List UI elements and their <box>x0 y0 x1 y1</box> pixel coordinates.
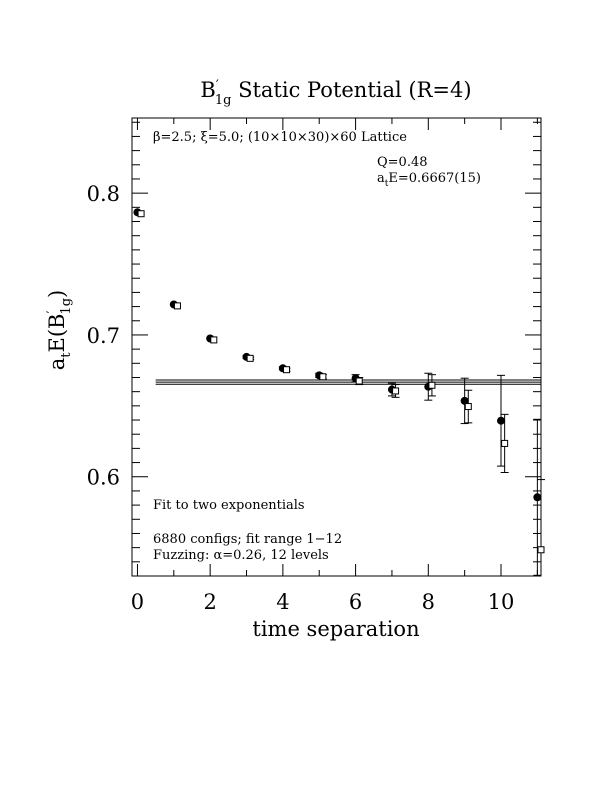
data-point <box>173 302 181 310</box>
data-point <box>283 366 291 374</box>
plot-frame <box>131 117 542 577</box>
data-point <box>210 336 218 344</box>
x-tick-label: 2 <box>203 590 216 614</box>
data-point <box>464 403 472 411</box>
data-point <box>319 373 327 381</box>
tick-labels: 0 2 4 6 8 10 0.6 0.7 0.8 <box>87 182 515 614</box>
y-tick-label: 0.8 <box>87 182 120 206</box>
x-tick-label: 6 <box>349 590 362 614</box>
lattice-annotation: β=2.5; ξ=5.0; (10×10×30)×60 Lattice <box>153 130 407 145</box>
fit-annotation: Fit to two exponentials <box>153 498 305 513</box>
y-tick-label: 0.6 <box>87 466 120 490</box>
fit-band <box>155 379 541 385</box>
series-filled-circles <box>133 208 542 576</box>
q-annotation: Q=0.48 <box>377 155 428 170</box>
data-point <box>501 439 509 447</box>
data-point <box>355 377 363 385</box>
series-open-squares <box>137 210 545 576</box>
x-tick-label: 0 <box>131 590 144 614</box>
x-tick-label: 4 <box>276 590 289 614</box>
axis-ticks <box>132 118 541 576</box>
energy-annotation: atE=0.6667(15) <box>377 171 481 189</box>
x-tick-label: 8 <box>422 590 435 614</box>
svg-text:atE(B′1g): atE(B′1g) <box>45 290 74 370</box>
data-point <box>246 354 254 362</box>
x-axis-label: time separation <box>252 617 419 641</box>
configs-annotation: 6880 configs; fit range 1−12 <box>153 532 342 547</box>
data-point <box>428 381 436 389</box>
y-axis-label: atE(B′1g) <box>45 290 74 370</box>
data-point <box>537 546 545 554</box>
y-tick-label: 0.7 <box>87 324 120 348</box>
x-tick-label: 10 <box>488 590 515 614</box>
chart-title: B′ 1g Static Potential (R=4) <box>200 78 471 108</box>
data-point <box>533 493 542 502</box>
data-point <box>497 416 506 425</box>
data-point <box>137 210 145 218</box>
fuzzing-annotation: Fuzzing: α=0.26, 12 levels <box>153 548 329 563</box>
data-point <box>460 396 469 405</box>
data-point <box>392 387 400 395</box>
